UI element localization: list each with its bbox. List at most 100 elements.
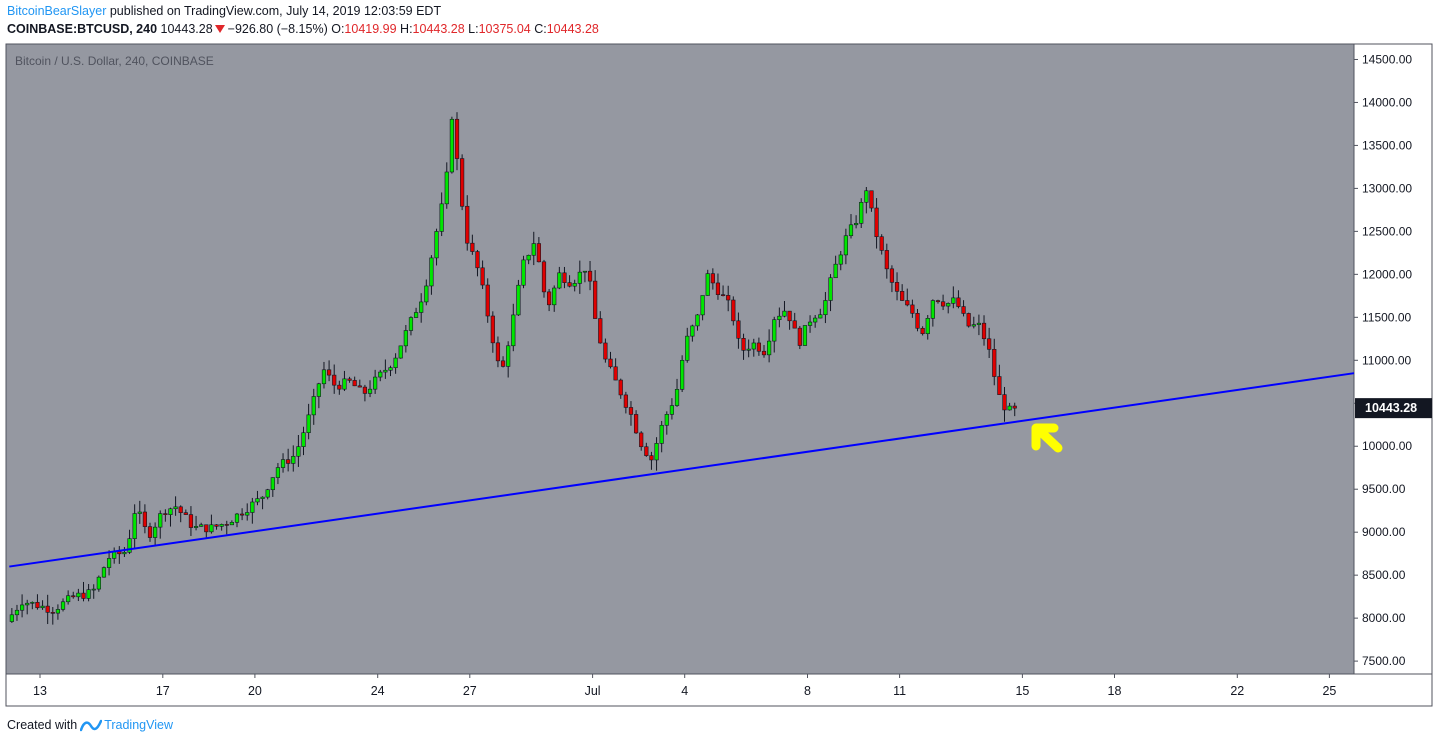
candle-up [168, 508, 173, 515]
candle-down [623, 394, 628, 408]
candle-up [106, 558, 112, 568]
time-tick-label: 15 [1015, 684, 1029, 698]
candle-up [951, 297, 956, 304]
candle-down [879, 236, 884, 251]
candle-up [582, 270, 588, 273]
time-tick-label: 13 [33, 684, 47, 698]
low-value: 10375.04 [478, 22, 531, 36]
chart-title: Bitcoin / U.S. Dollar, 240, COINBASE [15, 54, 214, 68]
plot-area[interactable] [6, 44, 1354, 674]
candle-up [511, 314, 516, 347]
candle-up [250, 501, 255, 513]
candle-up [557, 272, 562, 289]
candle-up [700, 295, 705, 316]
candle-up [91, 588, 96, 591]
candle-down [920, 327, 925, 335]
candle-down [465, 205, 470, 244]
time-tick-label: Jul [585, 684, 601, 698]
last-price-tag-text: 10443.28 [1365, 401, 1417, 415]
candle-up [444, 171, 449, 205]
candle-down [567, 282, 572, 287]
candle-up [680, 360, 685, 390]
last-price-tag: 10443.28 [1355, 398, 1432, 419]
candle-up [30, 602, 35, 604]
candle-up [245, 512, 250, 516]
candle-up [137, 511, 142, 514]
candle-up [930, 300, 935, 319]
candle-up [280, 459, 286, 468]
candle-up [434, 231, 439, 259]
candle-down [204, 524, 209, 533]
candle-up [219, 524, 224, 527]
price-tick-label: 8500.00 [1362, 568, 1406, 582]
candle-down [347, 378, 352, 381]
time-tick-label: 22 [1230, 684, 1244, 698]
price-tick-label: 13500.00 [1362, 138, 1412, 152]
candle-down [352, 380, 357, 387]
candle-down [362, 386, 368, 394]
price-axis[interactable] [1354, 44, 1432, 674]
candle-up [209, 524, 214, 533]
time-tick-label: 20 [248, 684, 262, 698]
candle-down [935, 300, 941, 303]
candle-down [183, 512, 188, 515]
candle-down [787, 310, 792, 322]
candle-up [843, 235, 848, 256]
candle-up [342, 378, 347, 390]
candle-up [158, 513, 163, 528]
candle-down [644, 446, 649, 456]
time-axis[interactable] [6, 674, 1354, 706]
close-value: 10443.28 [546, 22, 599, 36]
candle-down [163, 513, 168, 515]
tradingview-link[interactable]: TradingView [80, 718, 173, 732]
candle-up [669, 405, 675, 415]
candle-down [147, 526, 153, 538]
trendline[interactable] [9, 372, 1355, 568]
candle-down [987, 338, 992, 350]
candle-up [101, 567, 107, 578]
candle-up [40, 605, 45, 609]
time-tick-label: 4 [681, 684, 688, 698]
candle-down [214, 524, 219, 527]
low-label: L: [468, 22, 479, 36]
publication-line: BitcoinBearSlayer published on TradingVi… [7, 4, 441, 18]
close-label: C: [534, 22, 547, 36]
price-tick-label: 9500.00 [1362, 482, 1406, 496]
candle-up [746, 348, 751, 351]
annotation-arrow-icon[interactable] [1031, 423, 1063, 453]
candle-up [802, 325, 808, 346]
author-link[interactable]: BitcoinBearSlayer [7, 4, 107, 18]
candle-up [751, 342, 756, 350]
down-arrow-icon [214, 25, 225, 33]
tradingview-brand: TradingView [104, 718, 173, 732]
candle-up [782, 310, 787, 317]
candle-down [562, 272, 567, 283]
candle-up [199, 524, 204, 527]
time-tick-label: 18 [1108, 684, 1122, 698]
price-tick-label: 12000.00 [1362, 267, 1412, 281]
candle-up [429, 257, 434, 287]
candle-up [301, 432, 306, 447]
price-tick-label: 11000.00 [1362, 353, 1411, 367]
candle-down [593, 280, 598, 319]
time-tick-label: 25 [1322, 684, 1336, 698]
candle-down [603, 342, 608, 360]
candle-up [393, 357, 398, 368]
candle-up [419, 301, 424, 313]
candle-up [378, 371, 383, 378]
candle-down [981, 322, 987, 340]
candle-down [45, 605, 50, 613]
candle-up [96, 576, 101, 590]
candle-down [618, 379, 623, 396]
candle-up [925, 318, 930, 335]
high-value: 10443.28 [412, 22, 465, 36]
candle-up [55, 609, 61, 614]
candle-up [838, 254, 843, 265]
candle-down [475, 251, 480, 269]
candle-up [664, 414, 669, 426]
tradingview-logo-icon [80, 719, 103, 732]
candle-up [413, 312, 419, 318]
candle-down [240, 513, 245, 516]
candle-down [874, 207, 879, 238]
